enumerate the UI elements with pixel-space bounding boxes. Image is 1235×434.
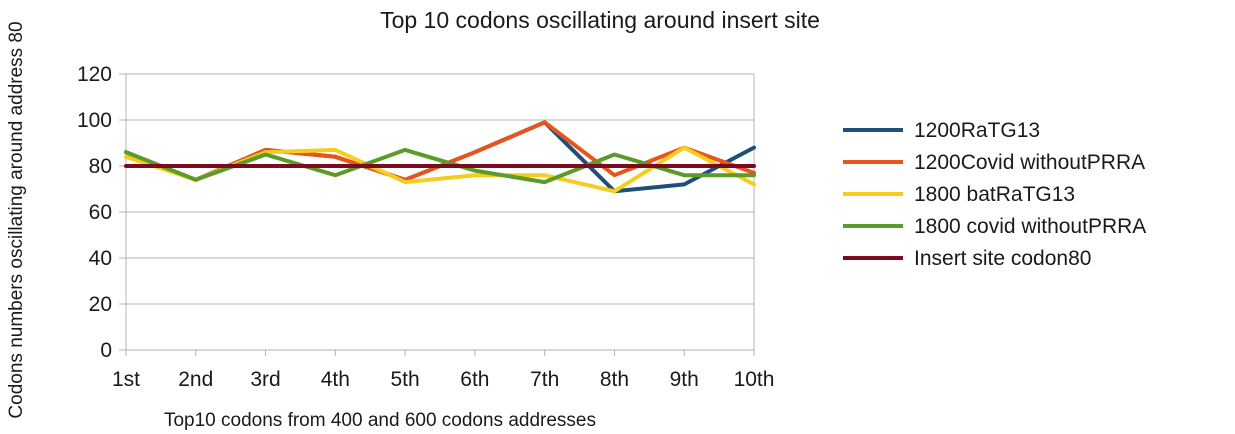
legend-label: Insert site codon80 [914,247,1091,270]
legend-label: 1800 batRaTG13 [914,183,1075,206]
y-axis-label: Codons numbers oscillating around addres… [6,21,27,418]
x-tick-label: 9th [670,368,699,391]
y-tick-label: 20 [89,293,112,316]
x-tick-label: 2nd [178,368,213,391]
x-tick-label: 4th [321,368,350,391]
x-tick-label: 6th [460,368,489,391]
x-axis-label: Top10 codons from 400 and 600 codons add… [164,410,596,431]
legend-label: 1200RaTG13 [914,119,1040,142]
y-tick-labels: 0 20 40 60 80 100 120 [77,63,112,362]
x-tick-label: 8th [600,368,629,391]
legend-label: 1800 covid withoutPRRA [914,215,1146,238]
y-tick-label: 40 [89,247,112,270]
y-tick-label: 0 [100,339,112,362]
y-tick-label: 60 [89,201,112,224]
y-tick-label: 100 [77,109,112,132]
x-tick-label: 1st [112,368,140,391]
x-tick-label: 10th [734,368,775,391]
x-tick-label: 5th [391,368,420,391]
y-tick-label: 80 [89,155,112,178]
legend-label: 1200Covid withoutPRRA [914,151,1145,174]
legend: 1200RaTG13 1200Covid withoutPRRA 1800 batR… [843,119,1146,270]
x-tick-labels: 1st 2nd 3rd 4th 5th 6th 7th 8th 9th 10th [112,368,774,391]
y-tick-label: 120 [77,63,112,86]
x-tick-label: 3rd [250,368,280,391]
axes [125,74,755,356]
x-tick-label: 7th [530,368,559,391]
series-lines [124,120,756,194]
chart-title: Top 10 codons oscillating around insert … [380,7,820,33]
grid-lines [119,73,754,351]
